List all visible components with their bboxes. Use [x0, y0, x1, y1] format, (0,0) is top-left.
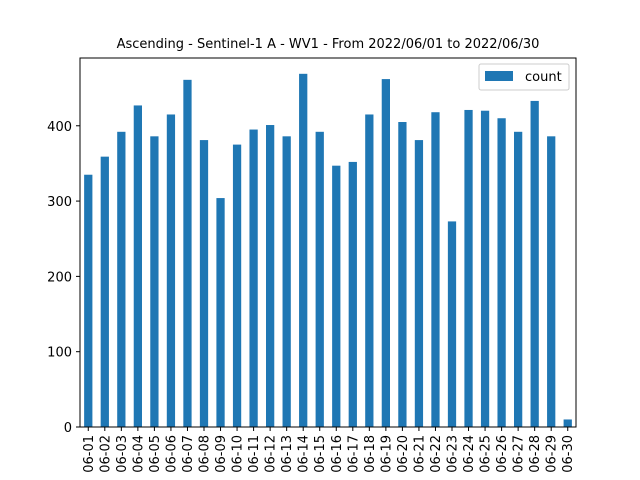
bar-06-05 — [150, 136, 159, 428]
bar-06-29 — [547, 136, 556, 428]
x-axis: 06-01 06-02 06-03 06-04 06-05 06-06 06-07 06-08… — [82, 427, 576, 473]
bar-06-07 — [183, 79, 192, 427]
x-tick-label-06-20: 06-20 — [396, 435, 411, 473]
y-tick-label-100: 100 — [47, 346, 72, 361]
legend-label-count: count — [525, 70, 562, 85]
bar-06-28 — [530, 100, 539, 427]
x-tick-label-06-05: 06-05 — [148, 435, 163, 473]
bar-06-13 — [282, 136, 291, 428]
bar-06-06 — [166, 114, 176, 428]
legend: count — [478, 63, 570, 91]
bar-06-25 — [480, 110, 490, 427]
x-tick-label-06-30: 06-30 — [561, 435, 576, 473]
x-tick-label-06-21: 06-21 — [412, 435, 427, 473]
bar-06-08 — [199, 140, 209, 427]
x-tick-label-06-24: 06-24 — [462, 435, 477, 473]
x-tick-label-06-04: 06-04 — [131, 435, 146, 473]
x-tick-label-06-12: 06-12 — [264, 435, 279, 473]
x-tick-label-06-07: 06-07 — [181, 435, 196, 473]
bar-06-20 — [398, 122, 407, 428]
x-tick-label-06-01: 06-01 — [82, 435, 97, 473]
bar-06-16 — [332, 165, 341, 428]
x-tick-label-06-02: 06-02 — [98, 435, 113, 473]
plot-frame — [79, 57, 577, 428]
bar-06-19 — [381, 79, 390, 427]
x-tick-label-06-23: 06-23 — [446, 435, 461, 473]
legend-box — [478, 63, 570, 91]
bar-06-27 — [514, 131, 523, 428]
y-tick-label-300: 300 — [47, 195, 72, 210]
bar-06-14 — [299, 73, 308, 428]
x-tick-label-06-19: 06-19 — [379, 435, 394, 473]
x-tick-label-06-17: 06-17 — [346, 435, 361, 473]
bar-06-26 — [497, 118, 506, 427]
bar-06-09 — [216, 198, 225, 427]
legend-swatch-count — [485, 71, 513, 81]
y-tick-label-200: 200 — [47, 270, 72, 285]
bar-06-01 — [84, 174, 93, 427]
bar-06-22 — [431, 112, 440, 428]
x-tick-label-06-28: 06-28 — [528, 435, 543, 473]
x-tick-label-06-29: 06-29 — [545, 435, 560, 473]
bar-06-15 — [315, 131, 324, 428]
y-tick-label-0: 0 — [64, 421, 72, 436]
bar-06-30 — [563, 419, 572, 427]
x-tick-label-06-22: 06-22 — [429, 435, 444, 473]
x-tick-label-06-16: 06-16 — [330, 435, 345, 473]
y-axis: 0 100 200 300 400 — [47, 120, 80, 436]
x-tick-label-06-27: 06-27 — [512, 435, 527, 473]
bar-06-04 — [133, 105, 142, 427]
bar-06-10 — [232, 144, 242, 427]
bar-06-11 — [249, 129, 258, 427]
x-tick-label-06-06: 06-06 — [164, 435, 179, 473]
x-tick-label-06-03: 06-03 — [115, 435, 130, 473]
x-tick-label-06-11: 06-11 — [247, 435, 262, 473]
x-tick-label-06-14: 06-14 — [297, 435, 312, 473]
bar-06-12 — [266, 125, 275, 427]
x-tick-label-06-26: 06-26 — [495, 435, 510, 473]
x-tick-label-06-25: 06-25 — [479, 435, 494, 473]
x-tick-label-06-15: 06-15 — [313, 435, 328, 473]
x-tick-label-06-08: 06-08 — [198, 435, 213, 473]
bar-06-02 — [100, 156, 109, 428]
bar-06-24 — [464, 109, 473, 427]
bar-06-23 — [447, 221, 457, 427]
x-tick-label-06-13: 06-13 — [280, 435, 295, 473]
bar-06-21 — [414, 140, 424, 427]
chart-title: Ascending - Sentinel-1 A - WV1 - From 20… — [117, 37, 540, 52]
bar-06-18 — [365, 114, 374, 428]
x-tick-label-06-09: 06-09 — [214, 435, 229, 473]
bar-06-03 — [117, 131, 126, 428]
y-tick-label-400: 400 — [47, 120, 72, 135]
x-tick-label-06-18: 06-18 — [363, 435, 378, 473]
x-tick-label-06-10: 06-10 — [231, 435, 246, 473]
bar-06-17 — [348, 161, 357, 427]
bars — [84, 73, 572, 428]
